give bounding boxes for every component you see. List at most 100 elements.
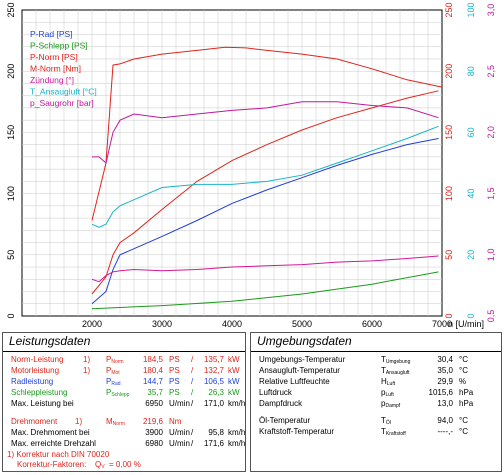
footnote-factors-value: = 0,00 % (109, 460, 141, 469)
umgebung-label: Umgebungs-Temperatur (259, 355, 346, 364)
leistung-symbol: MNorm (106, 417, 125, 427)
left-axis-tick-label: 0 (6, 313, 16, 318)
right-axis-2-tick-label: 100 (466, 2, 476, 17)
legend-entry-p-saugrohr: p_Saugrohr [bar] (30, 98, 94, 108)
x-axis-tick-label: 2000 (82, 319, 102, 329)
leistung-unit-2: kW (228, 366, 240, 375)
umgebung-label: Dampfdruck (259, 399, 303, 408)
leistung-unit-1: PS (169, 355, 180, 364)
umgebung-symbol: HLuft (381, 377, 396, 387)
leistung-row: Max. Drehmoment bei 3900 U/min/ 95,8 km/h (3, 428, 245, 438)
x-axis-tick-label: 4000 (222, 319, 242, 329)
leistung-unit-1: U/min (169, 439, 190, 448)
right-axis-1-tick-label: 150 (444, 125, 454, 140)
umgebung-value: 30,4 (437, 355, 453, 364)
footnote-factors-symbol: QV (95, 460, 105, 470)
left-axis-tick-label: 200 (6, 64, 16, 79)
right-axis-1-tick-label: 250 (444, 2, 454, 17)
power-chart: 0 50 100 150 200 250 2000 3000 4000 50 0 0 6000 7000n… (6, 2, 496, 329)
right-axis-3-tick-label: 2,0 (486, 126, 496, 139)
leistung-value-1: 6950 (145, 399, 163, 408)
legend-entry-t-ansaugluft: T_Ansaugluft [°C] (30, 87, 97, 97)
umgebung-row: Öl-Temperatur TÖl 94,0 °C (251, 416, 501, 426)
leistung-footnote-mark: 1) (83, 355, 91, 364)
umgebung-row: Luftdruck pLuft 1015,6 hPa (251, 388, 501, 398)
leistung-label: Motorleistung (11, 366, 60, 375)
leistung-value-2: 171,6 (203, 439, 224, 448)
right-axis-1-tick-label: 100 (444, 186, 454, 201)
leistung-unit-1: PS (169, 377, 180, 386)
x-axis-tick-label: 6000 (362, 319, 382, 329)
leistung-value-2: 135,7 (203, 355, 224, 364)
series-line-p-schlepp (91, 271, 439, 310)
right-axis-2-tick-label: 60 (466, 127, 476, 137)
umgebung-row: Dampfdruck pDampf 13,0 hPa (251, 399, 501, 409)
leistung-value-1: 180,4 (142, 366, 163, 375)
right-axis-2-tick-label: 0 (466, 313, 476, 318)
leistung-label: Radleistung (11, 377, 54, 386)
left-axis-tick-label: 250 (6, 2, 16, 17)
leistung-unit-2: kW (228, 388, 240, 397)
leistung-value-2: 132,7 (203, 366, 224, 375)
leistung-row: Schleppleistung PSchlepp 35,7 PS / 26,3 kW (3, 388, 245, 398)
series-line-t-ansaugluft (91, 125, 439, 228)
leistung-symbol: PRad (106, 377, 121, 387)
leistung-label: Max. erreichte Drehzahl (11, 439, 96, 448)
footnote-factors-label: Korrektur-Faktoren: (17, 460, 87, 469)
chart-lines (91, 46, 443, 310)
footnote-din-text: 1) Korrektur nach DIN 70020 (7, 450, 110, 459)
umgebung-row: Relative Luftfeuchte HLuft 29,9% (251, 377, 501, 387)
umgebung-value: 94,0 (437, 416, 453, 425)
umgebung-row: Ansaugluft-Temperatur TAnsaugluft 35,0 °C (251, 366, 501, 376)
left-axis-tick-label: 100 (6, 186, 16, 201)
umgebung-unit: °C (459, 427, 468, 436)
leistung-value-2: 106,5 (203, 377, 224, 386)
leistung-label: Max. Leistung bei (11, 399, 74, 408)
x-axis-label: n [U/min] (448, 319, 484, 329)
leistung-value-2: 95,8 (208, 428, 224, 437)
leistungsdaten-panel: Leistungsdaten Norm-Leistung 1) PNorm 184,5… (2, 332, 246, 472)
leistung-value-1: 35,7 (147, 388, 163, 397)
leistung-label: Drehmoment (11, 417, 58, 426)
x-axis-tick-label: 7000 (432, 319, 452, 329)
umgebung-value: ----,- (437, 427, 453, 436)
right-axis-1-tick-label: 0 (444, 313, 454, 318)
right-axis-3-tick-label: 0,5 (486, 310, 496, 323)
umgebung-value: 1015,6 (428, 388, 453, 397)
umgebung-unit: °C (459, 355, 468, 364)
leistung-slash: / (191, 366, 194, 375)
leistung-row: Motorleistung 1) PMot 180,4 PS / 132,7 kW (3, 366, 245, 376)
leistung-slash: / (191, 399, 194, 408)
x-axis-tick-label: 3000 (152, 319, 172, 329)
right-axis-3-tick-label: 3,0 (486, 4, 496, 17)
leistung-label: Max. Drehmoment bei (11, 428, 90, 437)
series-line-p-rad (91, 138, 439, 305)
footnote-din: 1) Korrektur nach DIN 70020 (3, 450, 245, 460)
legend-entry-m-norm: M-Norm [Nm] (30, 64, 81, 74)
left-axis-tick-label: 50 (6, 250, 16, 260)
leistung-footnote-mark: 1) (83, 366, 91, 375)
series-line-m-norm (91, 46, 443, 221)
leistung-slash: / (191, 439, 194, 448)
umgebung-unit: hPa (459, 399, 474, 408)
umgebung-symbol: TAnsaugluft (381, 366, 410, 376)
leistung-value-1: 6980 (145, 439, 163, 448)
series-line-p-saugrohr (92, 101, 439, 164)
leistung-footnote-mark: 1) (75, 417, 83, 426)
right-axis-1-tick-label: 50 (444, 250, 454, 260)
leistung-value-1: 184,5 (142, 355, 163, 364)
right-axis-1-tick-label: 200 (444, 64, 454, 79)
leistung-unit-2: km/h (228, 439, 246, 448)
umgebung-label: Relative Luftfeuchte (259, 377, 330, 386)
right-axis-2-tick-label: 80 (466, 66, 476, 76)
leistung-value-2: 171,0 (203, 399, 224, 408)
right-axis-2-tick-label: 20 (466, 250, 476, 260)
leistung-value-1: 219,6 (142, 417, 163, 426)
leistung-label: Norm-Leistung (11, 355, 64, 364)
umgebung-unit: °C (459, 416, 468, 425)
umgebung-unit: °C (459, 366, 468, 375)
umgebung-unit: % (459, 377, 467, 386)
leistung-row: Max. erreichte Drehzahl 6980 U/min/ 171,6 km… (3, 439, 245, 449)
leistung-label: Schleppleistung (11, 388, 68, 397)
umgebung-symbol: TÖl (381, 416, 391, 426)
